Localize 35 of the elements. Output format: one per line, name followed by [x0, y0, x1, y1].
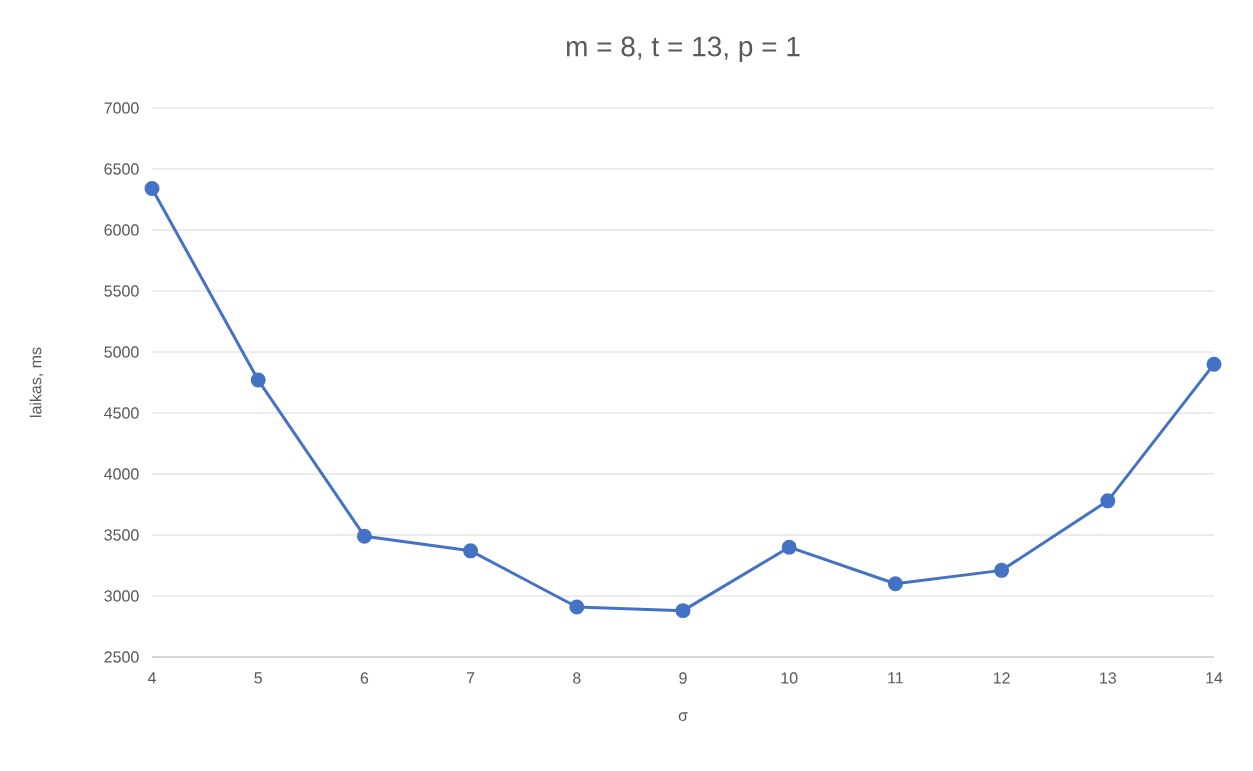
y-tick-label: 7000 — [104, 102, 139, 114]
y-tick-label: 6500 — [104, 163, 139, 175]
x-tick-label: 13 — [1100, 672, 1116, 684]
point — [675, 603, 691, 619]
point — [569, 599, 585, 615]
point — [887, 576, 903, 592]
chart-title: m = 8, t = 13, p = 1 — [566, 36, 800, 62]
point — [1100, 493, 1116, 509]
y-tick-label: 5500 — [104, 285, 139, 297]
point — [994, 562, 1010, 578]
y-tick-label: 6000 — [104, 224, 139, 236]
x-tick-label: 12 — [993, 672, 1010, 684]
y-tick-label: 4000 — [104, 468, 139, 480]
x-tick-label: 14 — [1206, 672, 1223, 684]
point — [356, 528, 372, 544]
x-tick-label: 7 — [466, 672, 475, 684]
x-tick-label: 4 — [147, 672, 156, 684]
point — [1206, 356, 1222, 372]
point — [463, 543, 479, 559]
y-tick-label: 4500 — [104, 407, 139, 419]
x-tick-label: 6 — [360, 672, 369, 684]
y-tick-label: 5000 — [104, 346, 139, 358]
x-tick-label: 8 — [573, 672, 581, 684]
x-tick-label: 10 — [781, 672, 798, 684]
point — [250, 372, 266, 388]
y-tick-label: 2500 — [104, 651, 139, 663]
point — [144, 181, 160, 197]
x-tick-label: 9 — [679, 672, 687, 684]
y-axis-title: laikas, ms — [29, 347, 44, 417]
x-tick-label: 5 — [254, 672, 262, 684]
y-tick-label: 3500 — [104, 529, 139, 541]
y-tick-label: 3000 — [104, 590, 139, 602]
x-tick-label: 11 — [888, 672, 903, 684]
x-axis-title: σ — [678, 712, 688, 721]
point — [781, 539, 797, 555]
